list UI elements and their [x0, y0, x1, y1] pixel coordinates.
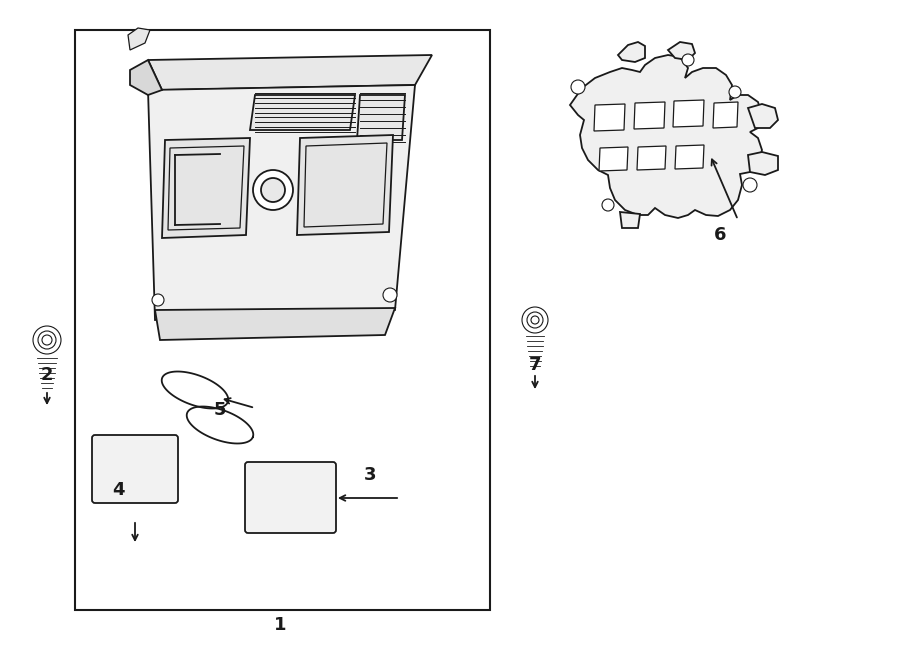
Text: 2: 2	[40, 366, 53, 384]
Circle shape	[383, 288, 397, 302]
Polygon shape	[162, 138, 250, 238]
Polygon shape	[748, 104, 778, 128]
Polygon shape	[250, 95, 355, 130]
Polygon shape	[128, 28, 150, 50]
Text: 5: 5	[214, 401, 226, 419]
Circle shape	[682, 54, 694, 66]
Text: 1: 1	[274, 616, 286, 634]
Polygon shape	[599, 147, 628, 171]
Bar	[75, 30, 490, 610]
Polygon shape	[668, 42, 695, 60]
Polygon shape	[748, 152, 778, 175]
Polygon shape	[618, 42, 645, 62]
Polygon shape	[570, 55, 762, 218]
Polygon shape	[675, 145, 704, 169]
Circle shape	[602, 199, 614, 211]
Polygon shape	[148, 55, 432, 90]
Polygon shape	[357, 95, 405, 140]
Polygon shape	[673, 100, 704, 127]
Polygon shape	[713, 102, 738, 128]
Circle shape	[571, 80, 585, 94]
Circle shape	[729, 86, 741, 98]
Polygon shape	[637, 146, 666, 170]
Text: 4: 4	[112, 481, 124, 499]
Polygon shape	[155, 308, 395, 340]
FancyBboxPatch shape	[92, 435, 178, 503]
Text: 3: 3	[364, 466, 376, 484]
Polygon shape	[620, 212, 640, 228]
FancyBboxPatch shape	[245, 462, 336, 533]
Polygon shape	[148, 85, 415, 320]
Polygon shape	[130, 60, 162, 95]
Text: 6: 6	[714, 226, 726, 244]
Polygon shape	[297, 135, 393, 235]
Polygon shape	[594, 104, 625, 131]
Polygon shape	[634, 102, 665, 129]
Circle shape	[152, 294, 164, 306]
Circle shape	[261, 178, 285, 202]
Circle shape	[253, 170, 293, 210]
Circle shape	[743, 178, 757, 192]
Text: 7: 7	[529, 356, 541, 374]
